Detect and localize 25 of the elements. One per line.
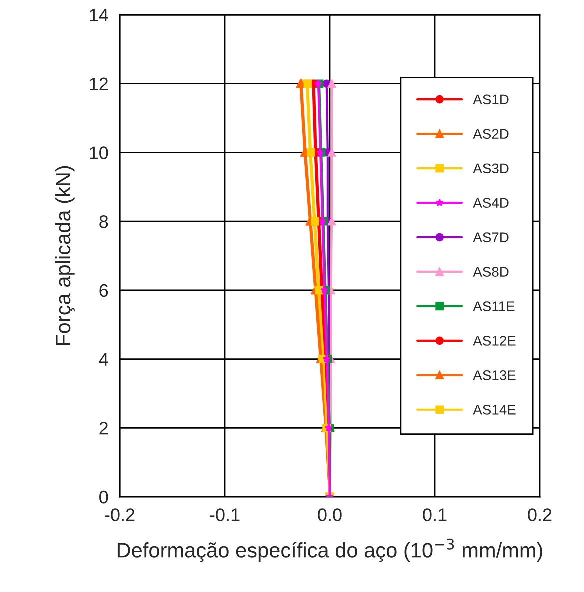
x-axis-title: Deformação específica do aço (10$^{−3}$ mm/mm)	[118, 538, 542, 562]
legend-label: AS8D	[473, 267, 509, 277]
x-tick-label: 0.2	[528, 508, 552, 522]
y-tick-label: 12	[90, 78, 108, 90]
y-tick-label: 2	[100, 422, 108, 435]
legend-label: AS14E	[473, 405, 516, 415]
legend-label: AS7D	[473, 232, 509, 242]
legend-label: AS2D	[473, 129, 509, 140]
x-tick-label: -0.1	[210, 508, 240, 522]
x-tick-label: 0.0	[318, 508, 342, 522]
y-axis-title: Força aplicada (kN)	[55, 166, 75, 346]
y-tick-label: 10	[90, 146, 108, 160]
y-tick-label: 4	[99, 353, 108, 366]
legend-label: AS1D	[473, 94, 509, 105]
y-tick-label: 14	[90, 9, 108, 22]
legend-label: AS3D	[473, 164, 509, 174]
y-tick-label: 0	[100, 490, 108, 504]
y-tick-label: 8	[100, 216, 108, 228]
x-tick-label: 0.1	[423, 508, 447, 522]
legend-label: AS12E	[473, 336, 516, 346]
legend-label: AS4D	[473, 198, 509, 208]
y-tick-label: 6	[100, 284, 108, 298]
x-tick-label: -0.2	[105, 508, 135, 522]
legend-label: AS11E	[473, 302, 515, 312]
legend-label: AS13E	[473, 370, 516, 380]
